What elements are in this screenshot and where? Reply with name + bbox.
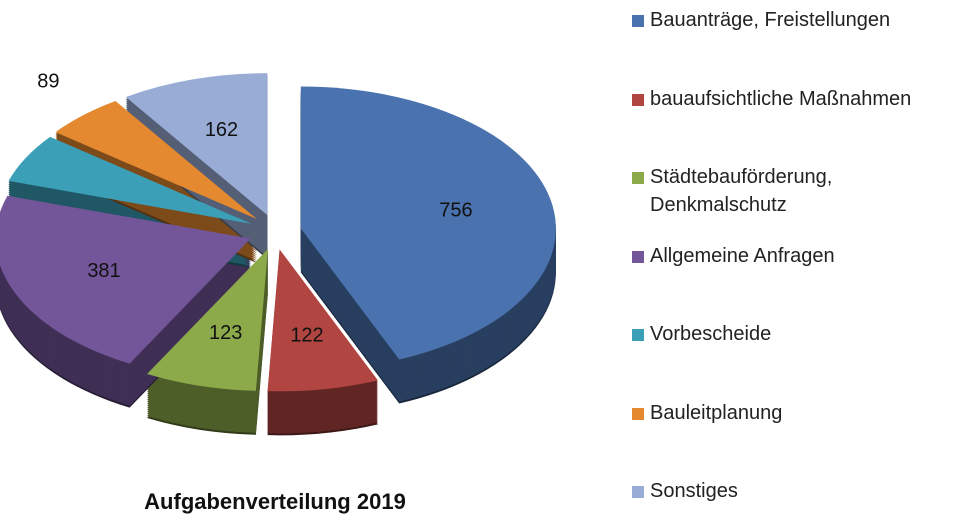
data-label: 122 (290, 324, 323, 346)
legend-swatch (632, 329, 644, 341)
slice (8, 136, 252, 224)
slice (300, 86, 556, 360)
slice (0, 195, 251, 364)
legend-label: Vorbescheide (650, 323, 772, 345)
data-label: 89 (37, 71, 59, 93)
legend-label: Städtebauförderung, Denkmalschutz (650, 166, 833, 216)
legend-swatch (632, 93, 644, 106)
data-label: 123 (209, 322, 242, 344)
legend-item: Allgemeine Anfragen (632, 245, 835, 270)
legend-item: Sonstiges (632, 480, 738, 505)
chart-title: Aufgabenverteilung 2019 (144, 489, 406, 514)
legend-swatch (632, 486, 644, 498)
slice (267, 249, 378, 392)
pie-area: Aufgabenverteilung 2019 7561221233819789… (0, 71, 556, 514)
legend-swatch (632, 172, 644, 184)
legend-item: Bauleitplanung (632, 402, 782, 427)
slice-tops (0, 73, 556, 392)
legend-item: Bauanträge, Freistellungen (632, 9, 890, 34)
legend-swatch (632, 250, 644, 263)
data-label: 381 (87, 260, 120, 282)
data-label: 756 (439, 200, 472, 222)
legend-item: Städtebauförderung, Denkmalschutz (632, 166, 940, 219)
legend-label: bauaufsichtliche Maßnahmen (650, 87, 912, 110)
legend-label: Sonstiges (650, 480, 738, 502)
slice (147, 248, 268, 391)
legend-label: Bauleitplanung (650, 401, 783, 424)
slice (55, 100, 258, 220)
legend-label: Allgemeine Anfragen (650, 244, 835, 267)
legend-swatch (632, 407, 644, 420)
legend-item: Vorbescheide (632, 323, 771, 348)
legend-label: Bauanträge, Freistellungen (650, 9, 891, 31)
slice (125, 73, 268, 216)
legend-swatch (632, 15, 644, 27)
data-label: 162 (205, 119, 238, 141)
legend-item: bauaufsichtliche Maßnahmen (632, 88, 911, 113)
